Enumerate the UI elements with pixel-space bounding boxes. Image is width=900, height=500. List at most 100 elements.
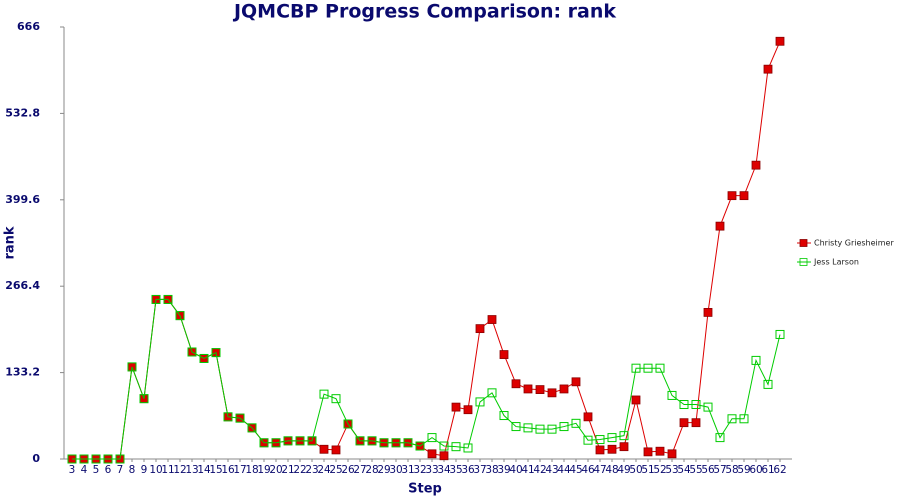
y-tick-label: 0	[32, 452, 40, 465]
data-point	[619, 442, 629, 452]
data-point	[607, 433, 617, 443]
data-point	[163, 294, 173, 304]
data-point	[559, 384, 569, 394]
x-tick-label: 27	[353, 464, 366, 476]
data-point	[475, 324, 485, 334]
x-tick-label: 6	[105, 464, 112, 476]
data-point	[355, 436, 365, 446]
data-point	[643, 447, 653, 457]
x-tick-label: 20	[269, 464, 282, 476]
data-point	[679, 418, 689, 428]
data-point	[763, 379, 773, 389]
data-point	[403, 438, 413, 448]
data-point	[259, 438, 269, 448]
x-tick-label: 46	[581, 464, 595, 476]
data-point	[91, 454, 101, 464]
data-point	[739, 191, 749, 201]
data-point	[643, 363, 653, 373]
x-tick-label: 5	[93, 464, 100, 476]
y-tick-label: 133.2	[5, 366, 40, 379]
x-tick-label: 61	[761, 464, 774, 476]
x-tick-label: 34	[437, 464, 451, 476]
data-point	[547, 388, 557, 398]
data-point	[139, 394, 149, 404]
data-point	[727, 414, 737, 424]
data-point	[187, 347, 197, 357]
data-point	[715, 433, 725, 443]
data-point	[523, 384, 533, 394]
legend: Christy Griesheimer Jess Larson	[797, 239, 894, 267]
legend-label: Jess Larson	[813, 258, 859, 267]
x-tick-label: 13	[185, 464, 198, 476]
legend-marker	[799, 239, 808, 247]
x-tick-label: 35	[449, 464, 462, 476]
x-tick-label: 30	[389, 464, 402, 476]
data-point	[703, 308, 713, 317]
x-tick-label: 55	[689, 464, 702, 476]
x-tick-label: 26	[341, 464, 355, 476]
data-point	[739, 414, 749, 424]
x-tick-label: 45	[569, 464, 582, 476]
x-tick-label: 48	[605, 464, 618, 476]
data-point	[619, 431, 629, 441]
data-point	[439, 441, 449, 451]
x-tick-label: 37	[473, 464, 486, 476]
data-point	[103, 454, 113, 464]
x-tick-label: 25	[329, 464, 342, 476]
plot-area	[67, 36, 785, 464]
data-point	[391, 438, 401, 448]
data-point	[703, 402, 713, 412]
data-point	[535, 385, 545, 394]
legend-label: Christy Griesheimer	[814, 239, 894, 248]
y-tick-label: 666	[17, 20, 40, 33]
data-point	[427, 449, 437, 459]
y-tick-label: 399.6	[5, 193, 40, 206]
data-point	[583, 435, 593, 445]
data-point	[451, 402, 461, 412]
data-point	[487, 315, 497, 324]
x-tick-label: 58	[725, 464, 738, 476]
x-tick-label: 40	[509, 464, 522, 476]
data-point	[151, 294, 161, 304]
chart-title: JQMCBP Progress Comparison: rank	[232, 1, 616, 23]
data-point	[775, 36, 785, 46]
data-point	[79, 454, 89, 464]
y-tick-label: 266.4	[5, 279, 40, 292]
data-point	[439, 451, 449, 461]
data-point	[595, 435, 605, 445]
data-point	[451, 442, 461, 452]
x-tick-label: 53	[665, 464, 678, 476]
data-point	[607, 444, 617, 454]
x-tick-label: 38	[485, 464, 498, 476]
data-point	[427, 433, 437, 443]
x-tick-label: 60	[749, 464, 762, 476]
data-point	[319, 444, 329, 454]
data-point	[379, 438, 389, 448]
data-point	[631, 395, 641, 405]
x-tick-label: 57	[713, 464, 726, 476]
y-axis-title: rank	[3, 226, 18, 259]
x-tick-label: 14	[197, 464, 211, 476]
x-tick-label: 51	[641, 464, 654, 476]
data-point	[691, 418, 701, 428]
data-point	[235, 413, 245, 423]
data-point	[319, 389, 329, 399]
data-point	[115, 454, 125, 464]
data-point	[499, 350, 509, 359]
data-point	[487, 388, 497, 398]
x-tick-label: 47	[593, 464, 606, 476]
data-point	[655, 363, 665, 373]
y-tick-label: 532.8	[5, 106, 40, 119]
data-point	[523, 423, 533, 433]
x-tick-label: 16	[221, 464, 235, 476]
data-point	[463, 443, 473, 453]
x-tick-label: 21	[281, 464, 294, 476]
x-tick-label: 31	[401, 464, 414, 476]
x-tick-label: 11	[161, 464, 174, 476]
x-tick-label: 22	[293, 464, 306, 476]
x-tick-label: 24	[317, 464, 331, 476]
data-point	[571, 418, 581, 428]
data-point	[283, 436, 293, 446]
x-tick-label: 49	[617, 464, 630, 476]
